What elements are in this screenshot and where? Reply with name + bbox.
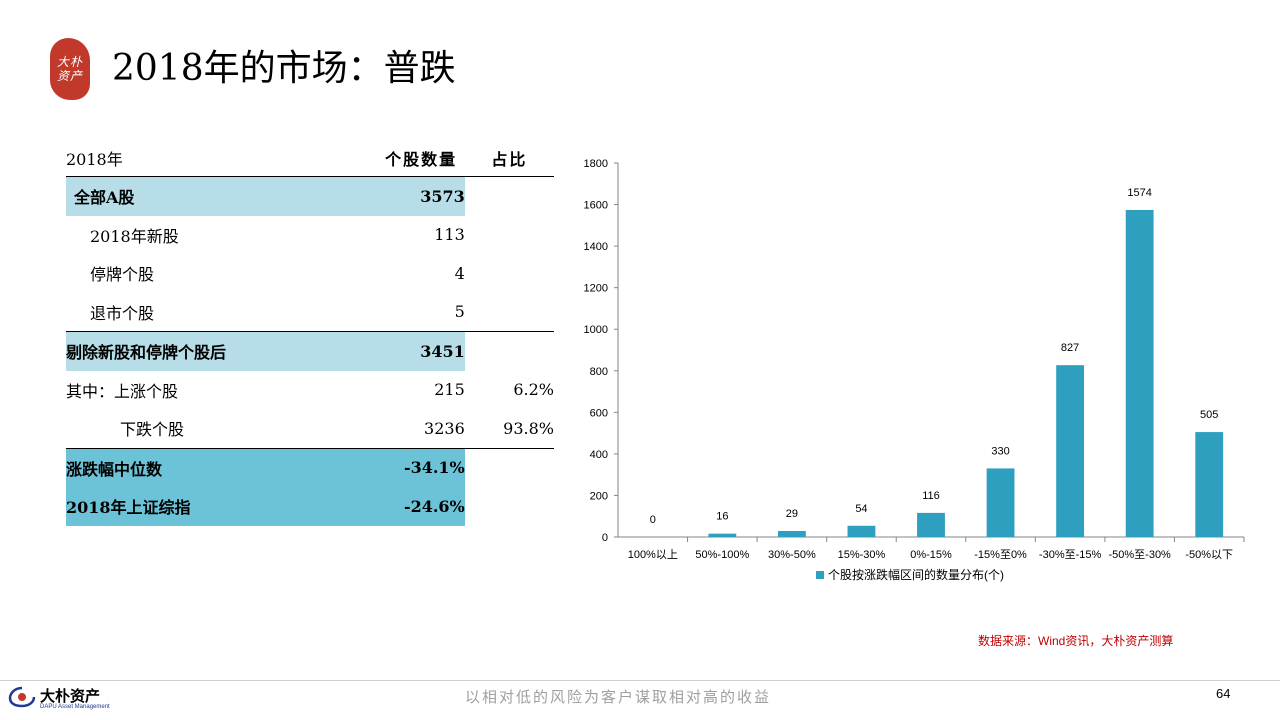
row-count: 215 — [434, 380, 465, 400]
row-label: 涨跌幅中位数 — [66, 447, 378, 487]
table-row: 退市个股 5 — [66, 293, 554, 332]
page-title: 2018年的市场：普跌 — [112, 48, 456, 89]
row-label: 停牌个股 — [90, 265, 155, 285]
row-pct — [465, 293, 554, 332]
row-label: 2018年上证综指 — [66, 487, 378, 526]
market-stats-table: 2018年 个股数量 占比 全部A股 3573 2018年新股 113 停牌个股 4 退市个… — [66, 140, 554, 526]
table-row: 其中：上涨个股 215 6.2% — [66, 371, 554, 410]
brand-mark-icon — [8, 686, 36, 708]
data-source-note: 数据来源：Wind资讯，大朴资产测算 — [978, 634, 1174, 648]
table-row: 剔除新股和停牌个股后 3451 — [66, 331, 554, 371]
y-tick-label: 1000 — [584, 324, 608, 336]
row-label: 2018年新股 — [90, 226, 179, 246]
x-tick-label: -30%至-15% — [1039, 549, 1102, 561]
row-count: 3236 — [424, 418, 465, 438]
y-tick-label: 800 — [590, 366, 608, 378]
bar-data-label: 827 — [1061, 342, 1079, 354]
y-tick-label: 600 — [590, 407, 608, 419]
x-tick-label: 30%-50% — [768, 549, 816, 561]
legend-label: 个股按涨跌幅区间的数量分布(个) — [828, 567, 1004, 582]
table-row: 2018年新股 113 — [66, 216, 554, 255]
row-pct — [464, 447, 554, 487]
x-tick-label: 50%-100% — [695, 549, 749, 561]
bar-data-label: 116 — [922, 490, 940, 502]
bar — [777, 530, 806, 537]
header-year: 2018年 — [66, 140, 378, 177]
bar — [1195, 432, 1224, 537]
row-label: 退市个股 — [90, 303, 155, 323]
y-tick-label: 1800 — [584, 158, 608, 170]
x-tick-label: -50%至-30% — [1108, 549, 1171, 561]
x-tick-label: -15%至0% — [974, 549, 1027, 561]
table-row: 停牌个股 4 — [66, 254, 554, 293]
table-row: 下跌个股 3236 93.8% — [66, 409, 554, 448]
x-tick-label: 15%-30% — [838, 549, 886, 561]
row-label: 其中：上涨个股 — [66, 381, 179, 401]
bar-data-label: 0 — [650, 514, 656, 526]
seal-text-top: 大朴 — [56, 55, 83, 69]
row-count: -34.1% — [377, 447, 465, 487]
y-tick-label: 1200 — [584, 283, 608, 295]
bar-data-label: 1574 — [1127, 187, 1151, 199]
bar — [917, 512, 945, 537]
footer-slogan: 以相对低的风险为客户谋取相对高的收益 — [465, 688, 772, 706]
table-row: 2018年上证综指 -24.6% — [66, 487, 554, 526]
bar — [1125, 209, 1154, 538]
distribution-bar-chart: 0 200 400 600 800 1000 1200 1400 1600 1800 0 100%以上… — [584, 158, 1245, 582]
bar-data-label: 29 — [786, 508, 798, 520]
row-count: -24.6% — [377, 487, 465, 526]
bar — [1056, 365, 1085, 537]
row-label: 剔除新股和停牌个股后 — [66, 331, 378, 371]
footer-brand-name: 大朴资产 — [40, 687, 101, 705]
header-pct: 占比 — [464, 140, 554, 177]
row-pct — [465, 177, 554, 216]
y-tick-label: 400 — [590, 449, 608, 461]
bar-data-label: 54 — [855, 503, 867, 515]
bar — [847, 525, 876, 537]
header-count: 个股数量 — [377, 140, 465, 177]
brand-seal-logo: 大朴 资产 — [50, 38, 90, 100]
row-pct — [465, 487, 554, 526]
row-pct — [465, 254, 554, 293]
x-tick-label: 0%-15% — [910, 549, 952, 561]
row-pct: 93.8% — [503, 418, 554, 438]
footer-brand-en: DAPU Asset Management — [40, 704, 110, 710]
row-pct — [465, 216, 554, 255]
seal-text-bottom: 资产 — [56, 69, 83, 83]
table-row: 全部A股 3573 — [66, 176, 554, 216]
legend-swatch — [816, 571, 824, 579]
row-count: 3451 — [377, 331, 465, 371]
row-label: 下跌个股 — [120, 420, 185, 440]
bar-data-label: 330 — [991, 445, 1009, 457]
y-tick-label: 200 — [590, 490, 608, 502]
bar-data-label: 505 — [1200, 409, 1218, 421]
y-tick-label: 1600 — [584, 200, 608, 212]
row-count: 113 — [434, 225, 465, 245]
row-label: 全部A股 — [66, 176, 378, 216]
table-header-row: 2018年 个股数量 占比 — [66, 140, 554, 177]
row-pct — [464, 331, 554, 371]
y-tick-label: 0 — [602, 532, 608, 544]
row-count: 5 — [454, 302, 465, 322]
footer-divider — [0, 680, 1280, 681]
row-count: 3573 — [377, 176, 465, 216]
x-tick-label: -50%以下 — [1185, 549, 1233, 561]
bar — [986, 468, 1015, 537]
table-row: 涨跌幅中位数 -34.1% — [66, 447, 554, 487]
bar-data-label: 16 — [716, 511, 728, 523]
row-count: 4 — [454, 263, 465, 283]
y-tick-label: 1400 — [584, 241, 608, 253]
x-tick-label: 100%以上 — [628, 548, 678, 561]
page-number: 64 — [1216, 686, 1231, 701]
row-pct: 6.2% — [513, 380, 554, 400]
bar — [708, 533, 737, 537]
